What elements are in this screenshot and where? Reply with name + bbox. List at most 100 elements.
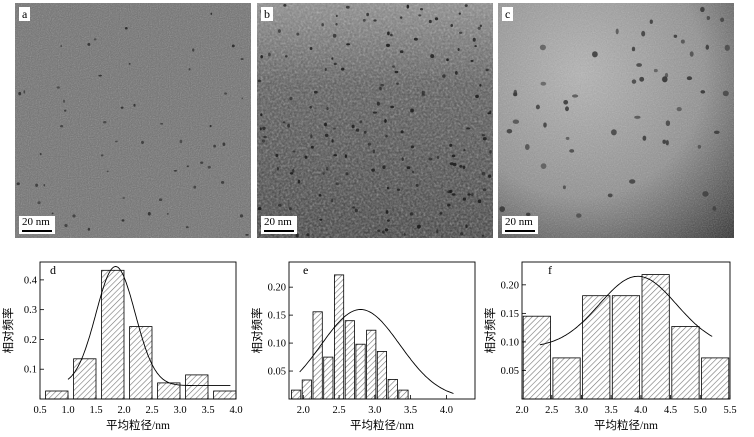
particle-speck bbox=[122, 197, 126, 199]
particle-speck bbox=[346, 43, 351, 46]
particle-speck bbox=[639, 76, 645, 82]
particle-speck bbox=[642, 135, 647, 141]
particle-speck bbox=[133, 103, 136, 107]
particle-speck bbox=[485, 68, 489, 72]
particle-speck bbox=[124, 26, 128, 30]
particle-speck bbox=[406, 166, 411, 170]
histogram-e: 2.0 2.5 3.0 3.5 4.0 0.05 0.10 0.15 0.20 e 平均粒径/nm 相… bbox=[250, 261, 476, 432]
histogram-f-bar bbox=[641, 274, 670, 400]
histogram-f-bar bbox=[552, 357, 581, 400]
histogram-d-bar bbox=[45, 390, 69, 400]
particle-speck bbox=[335, 182, 339, 186]
histogram-d-bar bbox=[213, 390, 237, 400]
particle-speck bbox=[477, 199, 482, 204]
particle-speck bbox=[325, 167, 329, 171]
histogram-f-ytick-label: 0.10 bbox=[501, 337, 519, 348]
particle-speck bbox=[539, 44, 546, 51]
histogram-d-ytick-label: 0.1 bbox=[24, 365, 37, 376]
particle-speck bbox=[571, 94, 579, 98]
particle-speck bbox=[277, 204, 282, 207]
particle-speck bbox=[56, 86, 60, 89]
particle-speck bbox=[439, 212, 443, 215]
particle-speck bbox=[415, 183, 419, 187]
particle-speck bbox=[257, 79, 262, 83]
particle-speck bbox=[390, 33, 393, 37]
particle-speck bbox=[295, 233, 299, 238]
particle-speck bbox=[452, 162, 457, 167]
histogram-f-fit-curve bbox=[539, 275, 713, 346]
scale-bar-b-line bbox=[264, 230, 294, 232]
histogram-d-ytick-label: 0.3 bbox=[24, 305, 37, 316]
histogram-e-fit-curve bbox=[299, 309, 454, 394]
histogram-e-xtick-label: 3.5 bbox=[404, 405, 417, 416]
particle-speck bbox=[460, 232, 464, 236]
histogram-d-bar bbox=[73, 358, 97, 400]
particle-speck bbox=[319, 218, 323, 221]
particle-speck bbox=[262, 139, 265, 143]
particle-speck bbox=[277, 29, 281, 33]
particle-speck bbox=[16, 182, 20, 185]
particle-speck bbox=[419, 8, 424, 11]
particle-speck bbox=[705, 44, 710, 50]
particle-speck bbox=[222, 142, 226, 147]
histogram-f-ytick-label: 0.15 bbox=[501, 309, 519, 320]
particle-speck bbox=[296, 32, 300, 36]
histogram-e-bar bbox=[291, 389, 302, 400]
histogram-d-ytick-label: 0.4 bbox=[24, 275, 38, 286]
particle-speck bbox=[179, 139, 183, 144]
particle-speck bbox=[384, 118, 387, 123]
particle-speck bbox=[354, 208, 358, 213]
particle-speck bbox=[43, 184, 46, 187]
histogram-f: 2.0 2.5 3.0 3.5 4.0 4.5 5.0 5.5 0.05 0.10 0.15 0.20… bbox=[483, 261, 737, 432]
particle-speck bbox=[382, 165, 386, 170]
particle-speck bbox=[275, 153, 279, 158]
histogram-e-xtick-label: 4.0 bbox=[440, 405, 453, 416]
particle-speck bbox=[377, 229, 381, 232]
particle-speck bbox=[631, 79, 637, 84]
histogram-f-ylabel: 相对频率 bbox=[483, 308, 497, 354]
particle-speck bbox=[392, 65, 395, 68]
particle-speck bbox=[259, 127, 262, 131]
particle-speck bbox=[487, 112, 490, 115]
histogram-d-bar bbox=[185, 374, 209, 400]
particle-speck bbox=[371, 168, 375, 172]
particle-speck bbox=[310, 145, 314, 149]
particle-speck bbox=[147, 212, 151, 216]
particle-speck bbox=[386, 43, 390, 48]
particle-speck bbox=[324, 133, 329, 137]
particle-speck bbox=[331, 139, 334, 143]
particle-speck bbox=[464, 4, 468, 7]
particle-speck bbox=[636, 63, 642, 67]
histogram-f-ytick-label: 0.20 bbox=[501, 280, 519, 291]
particle-speck bbox=[396, 82, 399, 85]
particle-speck bbox=[345, 172, 349, 176]
particle-speck bbox=[540, 163, 547, 169]
histogram-f-xtick-label: 3.0 bbox=[575, 405, 588, 416]
particle-speck bbox=[355, 128, 360, 132]
particle-speck bbox=[289, 96, 293, 101]
particle-speck bbox=[289, 172, 294, 175]
particle-speck bbox=[359, 120, 363, 124]
particle-speck bbox=[200, 161, 204, 164]
particle-speck bbox=[373, 111, 377, 114]
particle-speck bbox=[673, 34, 678, 38]
particle-speck bbox=[324, 122, 327, 127]
particle-speck bbox=[472, 37, 476, 42]
particle-speck bbox=[23, 90, 26, 94]
particle-speck bbox=[376, 101, 380, 106]
particle-speck bbox=[399, 16, 403, 19]
particle-speck bbox=[207, 165, 211, 169]
particle-speck bbox=[188, 68, 191, 71]
particle-speck bbox=[394, 70, 399, 74]
histogram-e-frame bbox=[288, 261, 476, 400]
histogram-e-panel-label: e bbox=[303, 263, 308, 277]
histogram-d-ytick-label: 0.2 bbox=[24, 335, 37, 346]
histogram-e-ytick-label: 0.05 bbox=[268, 367, 286, 378]
particle-speck bbox=[380, 83, 384, 87]
particle-speck bbox=[436, 155, 440, 160]
particle-speck bbox=[665, 120, 671, 127]
particle-speck bbox=[241, 97, 244, 100]
particle-speck bbox=[629, 179, 636, 184]
particle-speck bbox=[459, 31, 463, 34]
particle-speck bbox=[506, 128, 513, 134]
